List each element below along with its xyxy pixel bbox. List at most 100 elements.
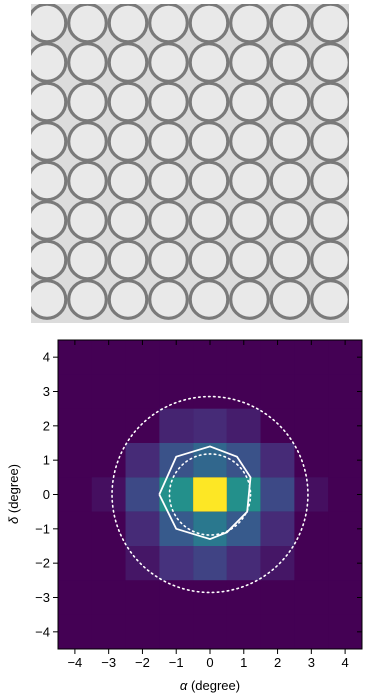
micro-ring — [107, 81, 149, 123]
heatmap-chart: −4 −3 −2 −1 0 1 2 3 4 −4 −3 −2 −1 0 1 2 3 4 α (degree) δ … — [6, 339, 363, 693]
micro-ring — [107, 121, 149, 162]
heatmap-cell — [193, 511, 227, 546]
micro-ring — [31, 42, 68, 83]
micro-ring — [229, 81, 270, 123]
y-axis-label: δ (degree) — [6, 464, 21, 524]
heatmap-cell — [125, 443, 160, 478]
y-tick-label: 2 — [43, 418, 50, 433]
micro-ring — [310, 200, 349, 241]
heatmap-cell — [294, 408, 329, 443]
heatmap-cell — [193, 443, 227, 478]
micro-ring — [67, 81, 108, 123]
heatmap-cell — [328, 408, 362, 443]
micro-ring — [229, 42, 270, 83]
micro-ring — [310, 81, 349, 123]
heatmap-cell — [260, 511, 295, 546]
heatmap-cell — [193, 580, 227, 615]
micro-ring — [67, 160, 108, 202]
micro-ring — [107, 160, 149, 202]
micro-ring — [269, 239, 311, 281]
micro-ring — [67, 42, 108, 83]
micro-ring — [31, 200, 68, 241]
heatmap-cell — [294, 340, 329, 375]
heatmap-cell — [58, 408, 92, 443]
micro-ring — [310, 160, 349, 202]
x-axis-label: α (degree) — [180, 678, 240, 693]
heatmap-cell — [226, 546, 261, 581]
micro-ring — [67, 239, 108, 281]
x-tick-label: −4 — [67, 655, 82, 670]
overlays — [111, 395, 309, 594]
heatmap-cell — [58, 340, 92, 375]
heatmap-cell — [193, 477, 227, 512]
heatmap-cell — [91, 443, 126, 478]
microscope-image — [31, 4, 349, 323]
micro-ring — [310, 42, 349, 83]
axis-ticks: −4 −3 −2 −1 0 1 2 3 4 −4 −3 −2 −1 0 1 2 3 4 — [35, 340, 362, 670]
y-tick-label: 4 — [43, 350, 50, 365]
heatmap-cell — [328, 477, 362, 512]
x-tick-label: −2 — [135, 655, 150, 670]
heatmap-cell — [193, 546, 227, 581]
micro-ring — [148, 42, 189, 83]
heatmap-cell — [159, 340, 194, 375]
micro-ring — [148, 279, 189, 320]
heatmap-cell — [294, 546, 329, 581]
heatmap-cell — [260, 614, 295, 649]
heatmap-cell — [328, 443, 362, 478]
heatmap-cell — [294, 477, 329, 512]
micro-ring — [229, 200, 270, 241]
heatmap-cell — [125, 340, 160, 375]
micro-ring — [107, 4, 149, 44]
micro-ring — [107, 42, 149, 83]
heatmap-cell — [125, 614, 160, 649]
micro-ring — [269, 4, 311, 44]
micro-ring — [67, 121, 108, 162]
y-tick-label: −4 — [35, 624, 50, 639]
heatmap-cell — [91, 546, 126, 581]
heatmap-cell — [328, 374, 362, 409]
micro-ring — [107, 279, 149, 320]
micro-ring — [188, 4, 230, 44]
micro-ring — [31, 160, 68, 202]
heatmap-cell — [294, 374, 329, 409]
heatmap-cell — [260, 340, 295, 375]
y-tick-label: −3 — [35, 590, 50, 605]
heatmap-cell — [294, 614, 329, 649]
x-tick-label: 3 — [308, 655, 315, 670]
heatmap-cell — [58, 511, 92, 546]
micro-ring — [310, 121, 349, 162]
micro-ring — [31, 239, 68, 281]
micro-ring — [269, 121, 311, 162]
heatmap-cell — [159, 408, 194, 443]
heatmap-cell — [125, 477, 160, 512]
micro-ring — [107, 239, 149, 281]
outer-circle-overlay — [111, 395, 309, 594]
y-tick-label: −1 — [35, 521, 50, 536]
heatmap-cell — [91, 408, 126, 443]
micro-ring — [310, 279, 349, 320]
heatmap-cell — [226, 614, 261, 649]
micro-ring — [67, 279, 108, 320]
heatmap-cell — [226, 580, 261, 615]
heatmap-cell — [159, 374, 194, 409]
heatmap-cell — [294, 580, 329, 615]
micro-ring — [269, 200, 311, 241]
x-tick-label: 2 — [274, 655, 281, 670]
contour-overlay — [158, 445, 252, 541]
heatmap-cell — [91, 477, 126, 512]
heatmap-cell — [193, 340, 227, 375]
heatmap-cell — [226, 340, 261, 375]
micro-ring — [269, 279, 311, 320]
inner-circle-overlay — [168, 453, 252, 536]
micro-ring — [148, 4, 189, 44]
micro-ring — [229, 279, 270, 320]
heatmap-cell — [159, 546, 194, 581]
heatmap-cell — [226, 408, 261, 443]
heatmap-cell — [260, 580, 295, 615]
heatmap-cell — [328, 511, 362, 546]
heatmap-cell — [125, 580, 160, 615]
x-tick-label: −1 — [169, 655, 184, 670]
micro-ring — [67, 4, 108, 44]
micro-ring — [269, 42, 311, 83]
